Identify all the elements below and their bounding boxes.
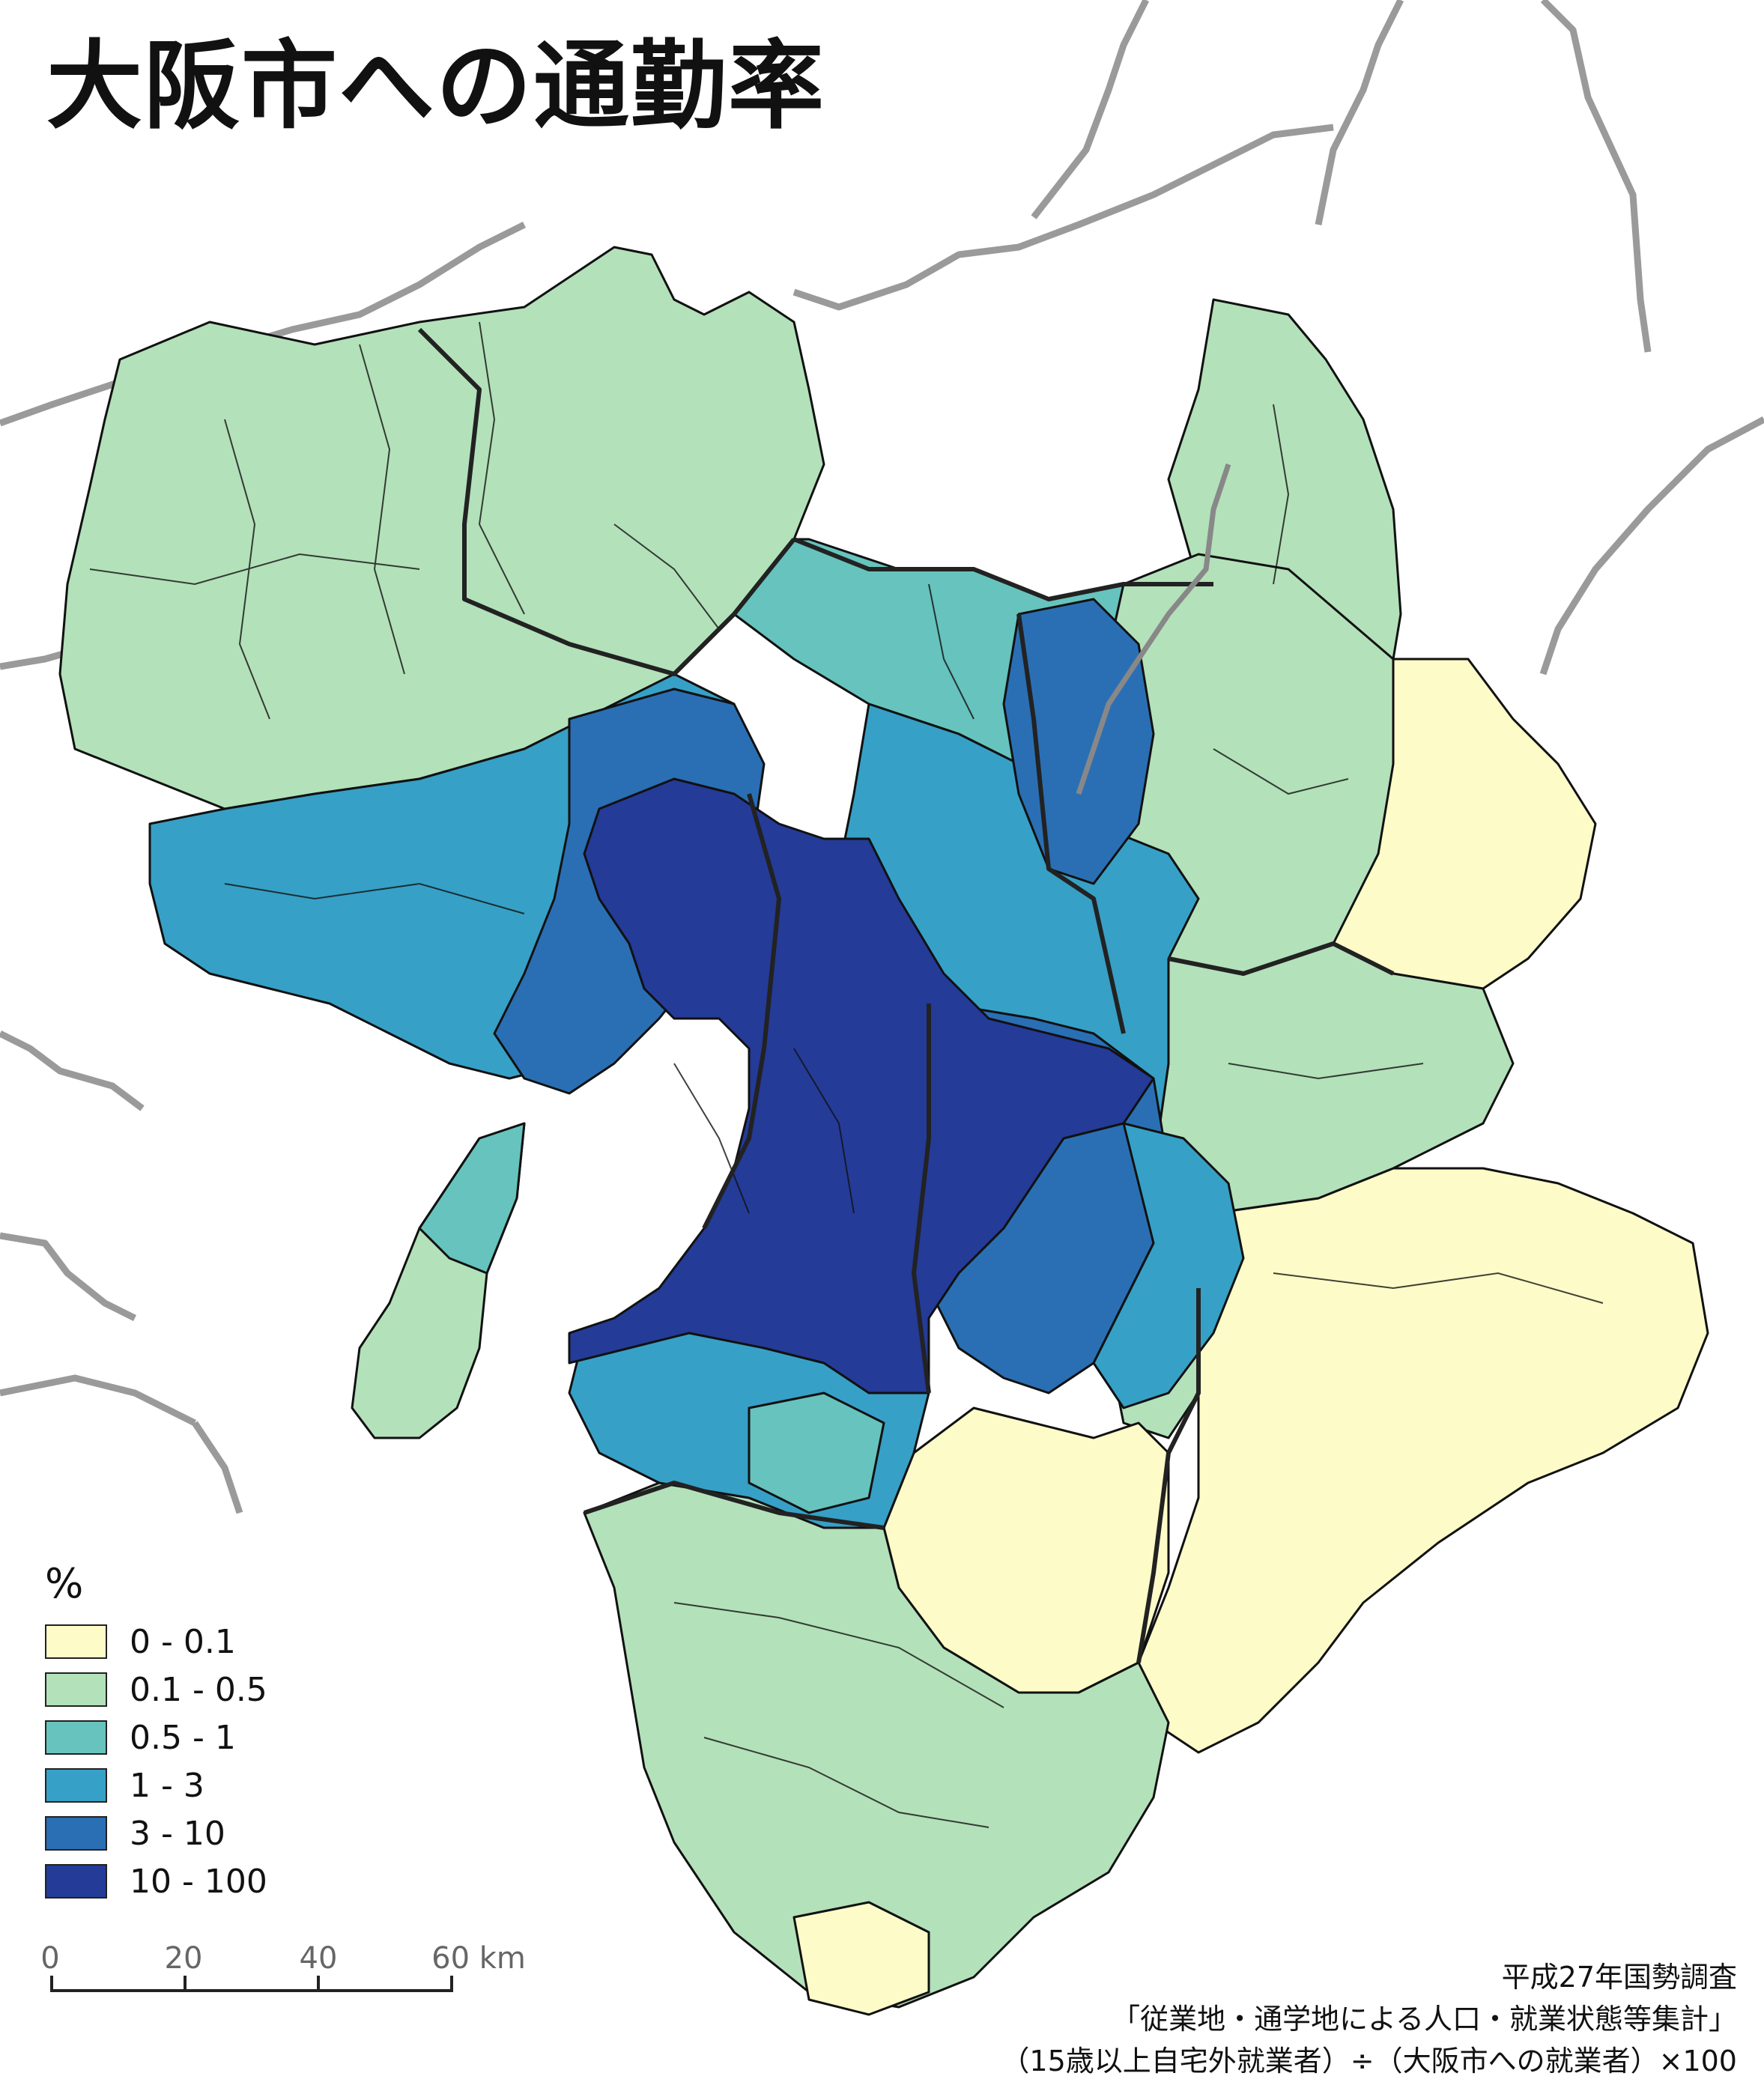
commuter-belt bbox=[148, 598, 1245, 1529]
legend-swatch bbox=[45, 1720, 107, 1755]
legend-label: 10 - 100 bbox=[130, 1862, 267, 1901]
legend-item: 1 - 3 bbox=[45, 1761, 267, 1809]
legend-item: 0.1 - 0.5 bbox=[45, 1666, 267, 1714]
legend-unit: % bbox=[45, 1560, 84, 1607]
source-line: （15歳以上自宅外就業者）÷（大阪市への就業者）×100 bbox=[1001, 2045, 1737, 2078]
legend-label: 0 - 0.1 bbox=[130, 1622, 236, 1661]
legend-label: 1 - 3 bbox=[130, 1766, 204, 1805]
legend-label: 3 - 10 bbox=[130, 1814, 225, 1853]
legend-label: 0.1 - 0.5 bbox=[130, 1670, 267, 1709]
legend-label: 0.5 - 1 bbox=[130, 1718, 236, 1757]
legend-item: 0.5 - 1 bbox=[45, 1714, 267, 1761]
scale-tick-label: 20 bbox=[164, 1941, 203, 1976]
scale-bar: 0 20 40 60 km bbox=[40, 1941, 526, 2016]
scale-tick bbox=[317, 1976, 320, 1992]
source-line: 「従業地・通学地による人口・就業状態等集計」 bbox=[1112, 2003, 1737, 2036]
legend-swatch bbox=[45, 1864, 107, 1899]
scale-tick-label: 40 bbox=[299, 1941, 338, 1976]
lake-biwa bbox=[1076, 463, 1231, 795]
scale-tick bbox=[184, 1976, 187, 1992]
scale-tick-label: 60 km bbox=[431, 1941, 526, 1976]
legend-item: 10 - 100 bbox=[45, 1857, 267, 1905]
scale-tick bbox=[450, 1976, 453, 1992]
legend-swatch bbox=[45, 1816, 107, 1851]
scale-tick-label: 0 bbox=[40, 1941, 60, 1976]
municipal-lines bbox=[89, 321, 1604, 1828]
scale-line bbox=[50, 1989, 453, 1992]
legend-item: 0 - 0.1 bbox=[45, 1618, 267, 1666]
source-line: 平成27年国勢調査 bbox=[1501, 1961, 1737, 1994]
scale-tick bbox=[50, 1976, 53, 1992]
legend-item: 3 - 10 bbox=[45, 1809, 267, 1857]
source-note: 平成27年国勢調査 「従業地・通学地による人口・就業状態等集計」 （15歳以上自… bbox=[1001, 1956, 1737, 2082]
legend-swatch bbox=[45, 1624, 107, 1659]
legend-swatch bbox=[45, 1768, 107, 1803]
map-title: 大阪市への通勤率 bbox=[46, 31, 826, 142]
legend: % 0 - 0.1 0.1 - 0.5 0.5 - 1 1 - 3 3 - 10… bbox=[45, 1564, 267, 1905]
outer-boundaries bbox=[0, 0, 1764, 1514]
prefecture-borders bbox=[417, 327, 1395, 1663]
legend-swatch bbox=[45, 1672, 107, 1707]
